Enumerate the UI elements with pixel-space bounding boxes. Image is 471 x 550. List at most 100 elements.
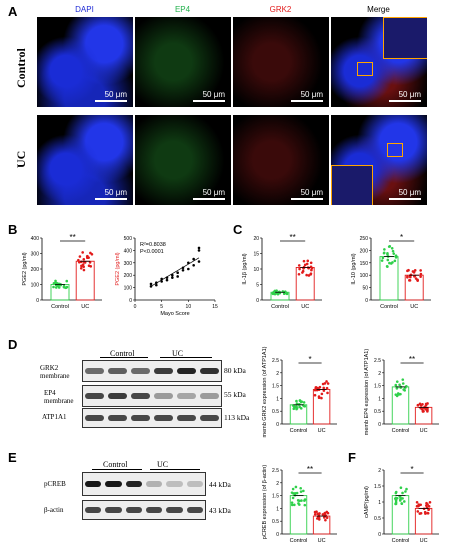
blot-d-row-grk2: GRK2 membrane [40, 364, 70, 380]
data-point [421, 403, 424, 406]
y-tick-label: 2 [378, 468, 381, 474]
x-tick-label: Control [290, 538, 308, 544]
bar-control [289, 404, 308, 425]
data-point [403, 500, 406, 503]
y-tick-label: 1.5 [272, 384, 279, 390]
data-point [408, 279, 412, 282]
zoom-box [357, 62, 373, 76]
data-point [419, 511, 423, 515]
blot-band [200, 393, 219, 399]
data-point [401, 378, 405, 381]
data-point [62, 285, 66, 289]
data-point [295, 491, 299, 495]
channel-dapi: DAPI [75, 5, 94, 14]
data-point [416, 403, 420, 407]
sig-label: ** [409, 355, 415, 364]
data-point [390, 247, 394, 250]
data-point [382, 251, 386, 255]
data-point [399, 392, 402, 396]
data-point [55, 286, 58, 289]
blot-d-atp1a1 [82, 408, 222, 428]
data-point [399, 486, 403, 490]
data-point [176, 275, 179, 278]
blot-d-kda-1: 80 kDa [224, 366, 246, 375]
y-axis-label: memb EP4 expression (of ATP1A1) [364, 349, 370, 436]
y-tick-label: 10 [253, 267, 259, 273]
data-point [303, 263, 307, 267]
data-point [325, 386, 329, 390]
y-axis-label: pCREB expression (of β-actin) [262, 465, 268, 540]
panel-label-a: A [8, 4, 18, 19]
data-point [310, 268, 313, 272]
blot-band [200, 368, 219, 374]
data-point [416, 278, 419, 282]
data-point [415, 504, 419, 508]
bar-uc [295, 267, 315, 301]
data-point [298, 267, 301, 271]
data-point [426, 511, 430, 515]
data-point [409, 273, 413, 277]
data-point [380, 259, 384, 262]
data-point [293, 503, 296, 507]
data-point [413, 269, 417, 272]
group-underline [150, 469, 200, 470]
data-point [301, 271, 304, 274]
y-tick-label: 0 [378, 422, 381, 428]
data-point [322, 516, 326, 519]
data-point [394, 383, 398, 387]
blot-band [108, 415, 127, 421]
data-point [300, 400, 304, 403]
scale-bar [95, 100, 127, 102]
y-tick-label: 1 [378, 500, 381, 506]
y-tick-label: 100 [31, 283, 40, 289]
y-tick-label: 1.5 [272, 494, 279, 500]
y-tick-label: 0 [276, 422, 279, 428]
x-tick-label: UC [420, 428, 428, 434]
blot-e-row-bactin: β-actin [44, 506, 64, 514]
data-point [401, 382, 405, 385]
data-point [291, 487, 295, 491]
sig-label: ** [69, 233, 75, 242]
data-point [171, 273, 174, 277]
y-tick-label: 20 [253, 236, 259, 242]
y-tick-label: 0.5 [374, 409, 381, 415]
x-tick-label: Control [51, 304, 69, 310]
data-point [303, 498, 307, 501]
sig-label: * [400, 233, 403, 242]
data-point [387, 245, 391, 248]
data-point [419, 272, 423, 276]
y-tick-label: 1.5 [374, 484, 381, 490]
sig-label: ** [307, 465, 313, 474]
blot-d-kda-3: 113 kDa [224, 413, 250, 422]
blot-band [108, 393, 127, 399]
data-point [290, 501, 294, 504]
y-tick-label: 0 [36, 298, 39, 304]
data-point [309, 261, 313, 265]
panel-label-d: D [8, 337, 18, 352]
data-point [419, 275, 422, 278]
blot-d-grk2 [82, 360, 222, 382]
blot-band [108, 368, 127, 374]
blot-d-group-control: Control [110, 349, 135, 358]
blot-d-group-uc: UC [172, 349, 184, 358]
y-tick-label: 0.5 [272, 409, 279, 415]
data-point [87, 264, 91, 267]
data-point [295, 399, 298, 403]
data-point [320, 392, 324, 396]
data-point [424, 402, 428, 406]
y-axis-label: PGE2 (pg/ml) [22, 252, 28, 285]
data-point [391, 249, 395, 253]
data-point [395, 496, 399, 500]
blot-band [186, 481, 203, 487]
micrograph-uc-dapi: 50 μm [37, 115, 133, 205]
data-point [314, 386, 318, 389]
data-point [325, 380, 328, 383]
x-tick-label: UC [318, 428, 326, 434]
data-point [303, 404, 307, 408]
zoom-inset [331, 165, 373, 205]
x-tick-label: Control [380, 304, 398, 310]
data-point [293, 405, 297, 409]
data-point [299, 490, 303, 493]
data-point [303, 503, 307, 507]
